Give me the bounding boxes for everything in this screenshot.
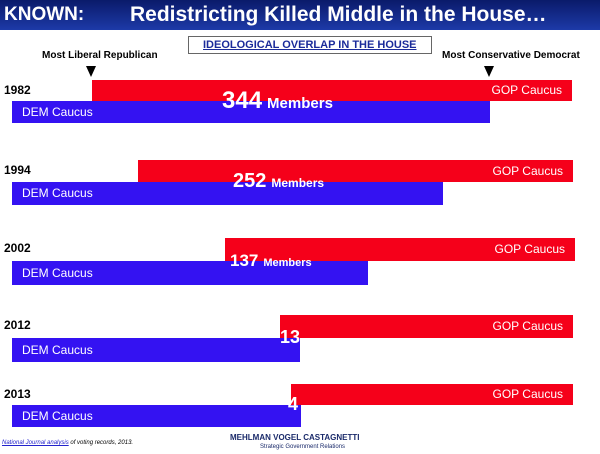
source-link[interactable]: National Journal analysis	[2, 440, 69, 446]
gop-bar: GOP Caucus	[280, 315, 573, 338]
overlap-count: 137	[230, 250, 259, 270]
overlap-count: 13	[280, 327, 301, 348]
marker-label: Most Conservative Democrat	[442, 50, 580, 61]
overlap-label: 137 Members	[230, 251, 312, 271]
dem-bar: DEM Caucus	[12, 405, 301, 427]
year-label: 2013	[4, 387, 31, 401]
marker-label: Most Liberal Republican	[42, 50, 158, 61]
subtitle: IDEOLOGICAL OVERLAP IN THE HOUSE	[188, 36, 432, 54]
header-tag: KNOWN:	[4, 4, 85, 25]
overlap-label: 4	[288, 394, 298, 415]
gop-bar: GOP Caucus	[92, 80, 572, 101]
source-text: of voting records, 2013.	[68, 440, 134, 446]
overlap-unit: Members	[271, 176, 325, 190]
marker-arrow	[86, 66, 96, 77]
marker-arrow	[484, 66, 494, 77]
logo-subtitle: Strategic Government Relations	[260, 444, 346, 450]
dem-bar: DEM Caucus	[12, 338, 300, 362]
slide-title: Redistricting Killed Middle in the House…	[130, 3, 547, 26]
overlap-unit: Members	[267, 94, 333, 112]
gop-bar: GOP Caucus	[291, 384, 573, 405]
year-label: 2012	[4, 318, 31, 332]
overlap-label: 13	[280, 327, 300, 348]
gop-bar: GOP Caucus	[138, 160, 573, 182]
header-bar	[0, 0, 600, 30]
gop-bar: GOP Caucus	[225, 238, 575, 261]
year-label: 1982	[4, 83, 31, 97]
overlap-count: 4	[288, 394, 299, 415]
overlap-count: 344	[222, 86, 263, 114]
dem-bar: DEM Caucus	[12, 101, 490, 123]
source-note: National Journal analysis of voting reco…	[2, 440, 133, 446]
overlap-label: 252 Members	[233, 170, 324, 193]
dem-bar: DEM Caucus	[12, 182, 443, 205]
year-label: 2002	[4, 241, 31, 255]
overlap-label: 344 Members	[222, 87, 333, 115]
year-label: 1994	[4, 163, 31, 177]
overlap-count: 252	[233, 170, 267, 192]
dem-bar: DEM Caucus	[12, 261, 368, 285]
logo: MEHLMAN VOGEL CASTAGNETTI	[230, 433, 360, 442]
overlap-unit: Members	[263, 256, 312, 269]
